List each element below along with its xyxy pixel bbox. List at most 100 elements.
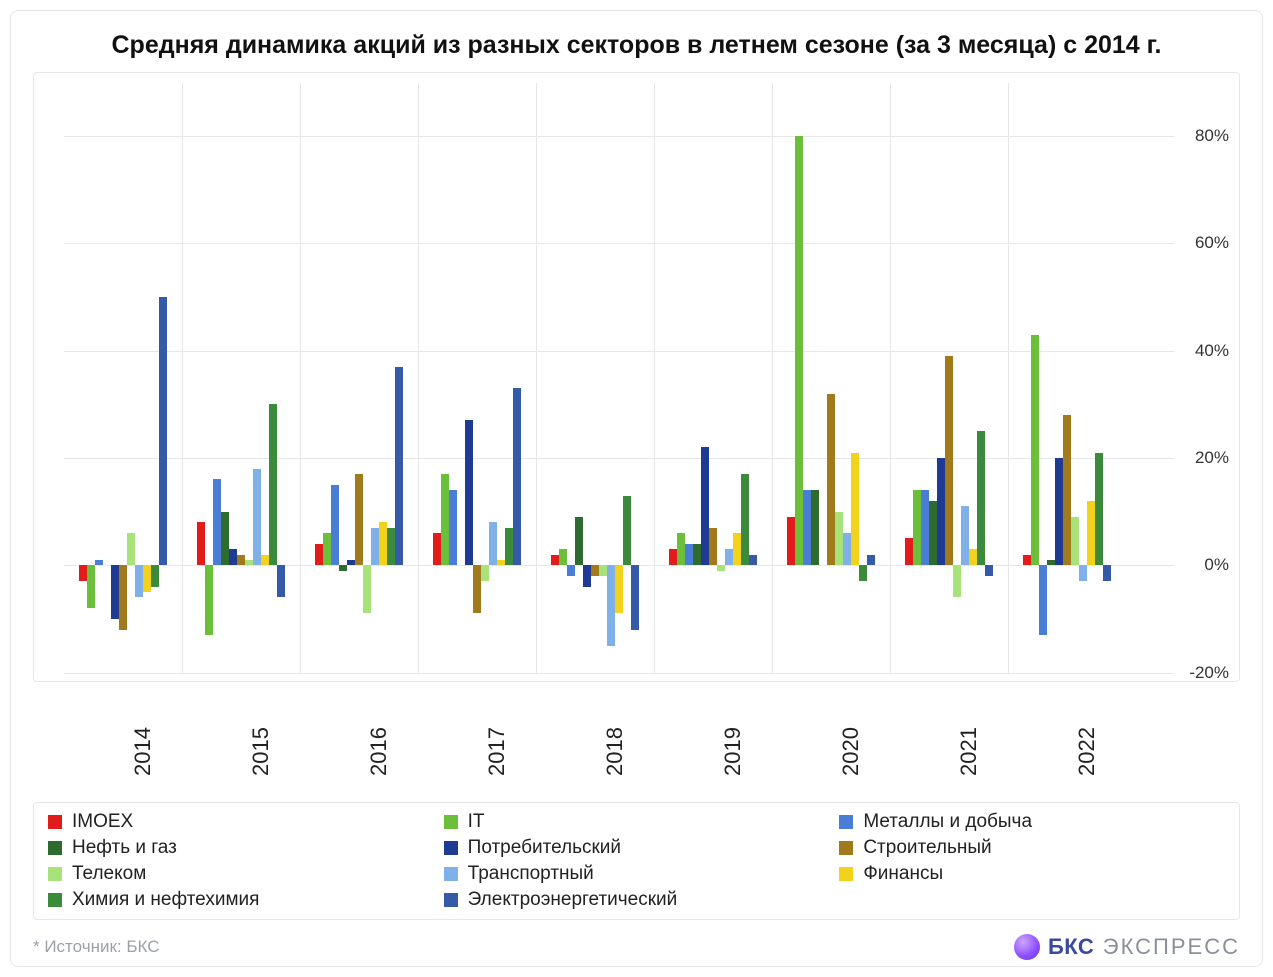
- bar: [87, 565, 95, 608]
- bar: [497, 560, 505, 565]
- x-tick-label: 2016: [366, 727, 392, 776]
- bar: [339, 565, 347, 570]
- legend-item: Телеком: [48, 863, 434, 885]
- bar: [441, 474, 449, 565]
- y-tick-label: 60%: [1195, 233, 1229, 253]
- bar: [253, 469, 261, 566]
- bar: [693, 544, 701, 565]
- bar: [599, 565, 607, 576]
- bar: [709, 528, 717, 566]
- legend: IMOEX IT Металлы и добыча Нефть и газ Потреб…: [33, 802, 1240, 920]
- gridline-vertical: [1008, 83, 1009, 673]
- bar: [749, 555, 757, 566]
- bar: [261, 555, 269, 566]
- bar: [953, 565, 961, 597]
- bar: [1031, 335, 1039, 566]
- bar: [669, 549, 677, 565]
- bar: [803, 490, 811, 565]
- bar: [733, 533, 741, 565]
- bar: [513, 388, 521, 565]
- x-tick-label: 2018: [602, 727, 628, 776]
- legend-item: Химия и нефтехимия: [48, 889, 434, 911]
- bar: [859, 565, 867, 581]
- y-tick-label: 0%: [1204, 555, 1229, 575]
- legend-label: Нефть и газ: [72, 837, 177, 859]
- bar: [323, 533, 331, 565]
- legend-swatch: [839, 867, 853, 881]
- bar: [465, 420, 473, 565]
- x-tick-label: 2019: [720, 727, 746, 776]
- legend-item: Строительный: [839, 837, 1225, 859]
- bar: [159, 297, 167, 565]
- bar: [481, 565, 489, 581]
- bar: [347, 560, 355, 565]
- bar: [701, 447, 709, 565]
- legend-swatch: [48, 893, 62, 907]
- bar: [135, 565, 143, 597]
- bar: [395, 367, 403, 565]
- legend-swatch: [444, 841, 458, 855]
- x-tick-label: 2022: [1074, 727, 1100, 776]
- legend-item: IT: [444, 811, 830, 833]
- bar: [229, 549, 237, 565]
- plot-area: -20%0%20%40%60%80%: [33, 72, 1240, 682]
- x-tick-label: 2020: [838, 727, 864, 776]
- bar: [269, 404, 277, 565]
- brand-name: БКС: [1048, 934, 1094, 959]
- legend-item: Транспортный: [444, 863, 830, 885]
- bar: [945, 356, 953, 565]
- legend-label: IT: [468, 811, 485, 833]
- x-tick-label: 2017: [484, 727, 510, 776]
- bar: [921, 490, 929, 565]
- legend-item: IMOEX: [48, 811, 434, 833]
- y-tick-label: 80%: [1195, 126, 1229, 146]
- gridline-vertical: [418, 83, 419, 673]
- bar: [685, 544, 693, 565]
- legend-item: Финансы: [839, 863, 1225, 885]
- gridline-vertical: [890, 83, 891, 673]
- legend-label: Металлы и добыча: [863, 811, 1032, 833]
- bar: [489, 522, 497, 565]
- bar: [559, 549, 567, 565]
- legend-label: Химия и нефтехимия: [72, 889, 259, 911]
- legend-item: Электроэнергетический: [444, 889, 830, 911]
- bar: [615, 565, 623, 613]
- bar: [725, 549, 733, 565]
- bar: [277, 565, 285, 597]
- bar: [913, 490, 921, 565]
- bar: [1087, 501, 1095, 565]
- gridline-vertical: [182, 83, 183, 673]
- globe-icon: [1014, 934, 1040, 960]
- x-tick-label: 2021: [956, 727, 982, 776]
- bar: [929, 501, 937, 565]
- legend-swatch: [48, 867, 62, 881]
- bar: [835, 512, 843, 566]
- bar: [741, 474, 749, 565]
- bar: [151, 565, 159, 586]
- bar: [205, 565, 213, 635]
- bar: [379, 522, 387, 565]
- x-tick-label: 2015: [248, 727, 274, 776]
- gridline-vertical: [536, 83, 537, 673]
- chart-title: Средняя динамика акций из разных секторо…: [33, 29, 1240, 62]
- legend-label: Потребительский: [468, 837, 621, 859]
- plot-canvas: -20%0%20%40%60%80%: [64, 83, 1174, 673]
- bar: [1079, 565, 1087, 581]
- bar: [111, 565, 119, 619]
- bar: [631, 565, 639, 629]
- bar: [977, 431, 985, 565]
- bar: [827, 394, 835, 566]
- bar: [237, 555, 245, 566]
- bar: [355, 474, 363, 565]
- x-tick-label: 2014: [130, 727, 156, 776]
- bar: [387, 528, 395, 566]
- y-tick-label: 20%: [1195, 448, 1229, 468]
- legend-swatch: [839, 841, 853, 855]
- legend-label: Транспортный: [468, 863, 594, 885]
- legend-swatch: [444, 867, 458, 881]
- bar: [591, 565, 599, 576]
- bar: [1023, 555, 1031, 566]
- chart-card: Средняя динамика акций из разных секторо…: [10, 10, 1263, 967]
- bar: [505, 528, 513, 566]
- bar: [221, 512, 229, 566]
